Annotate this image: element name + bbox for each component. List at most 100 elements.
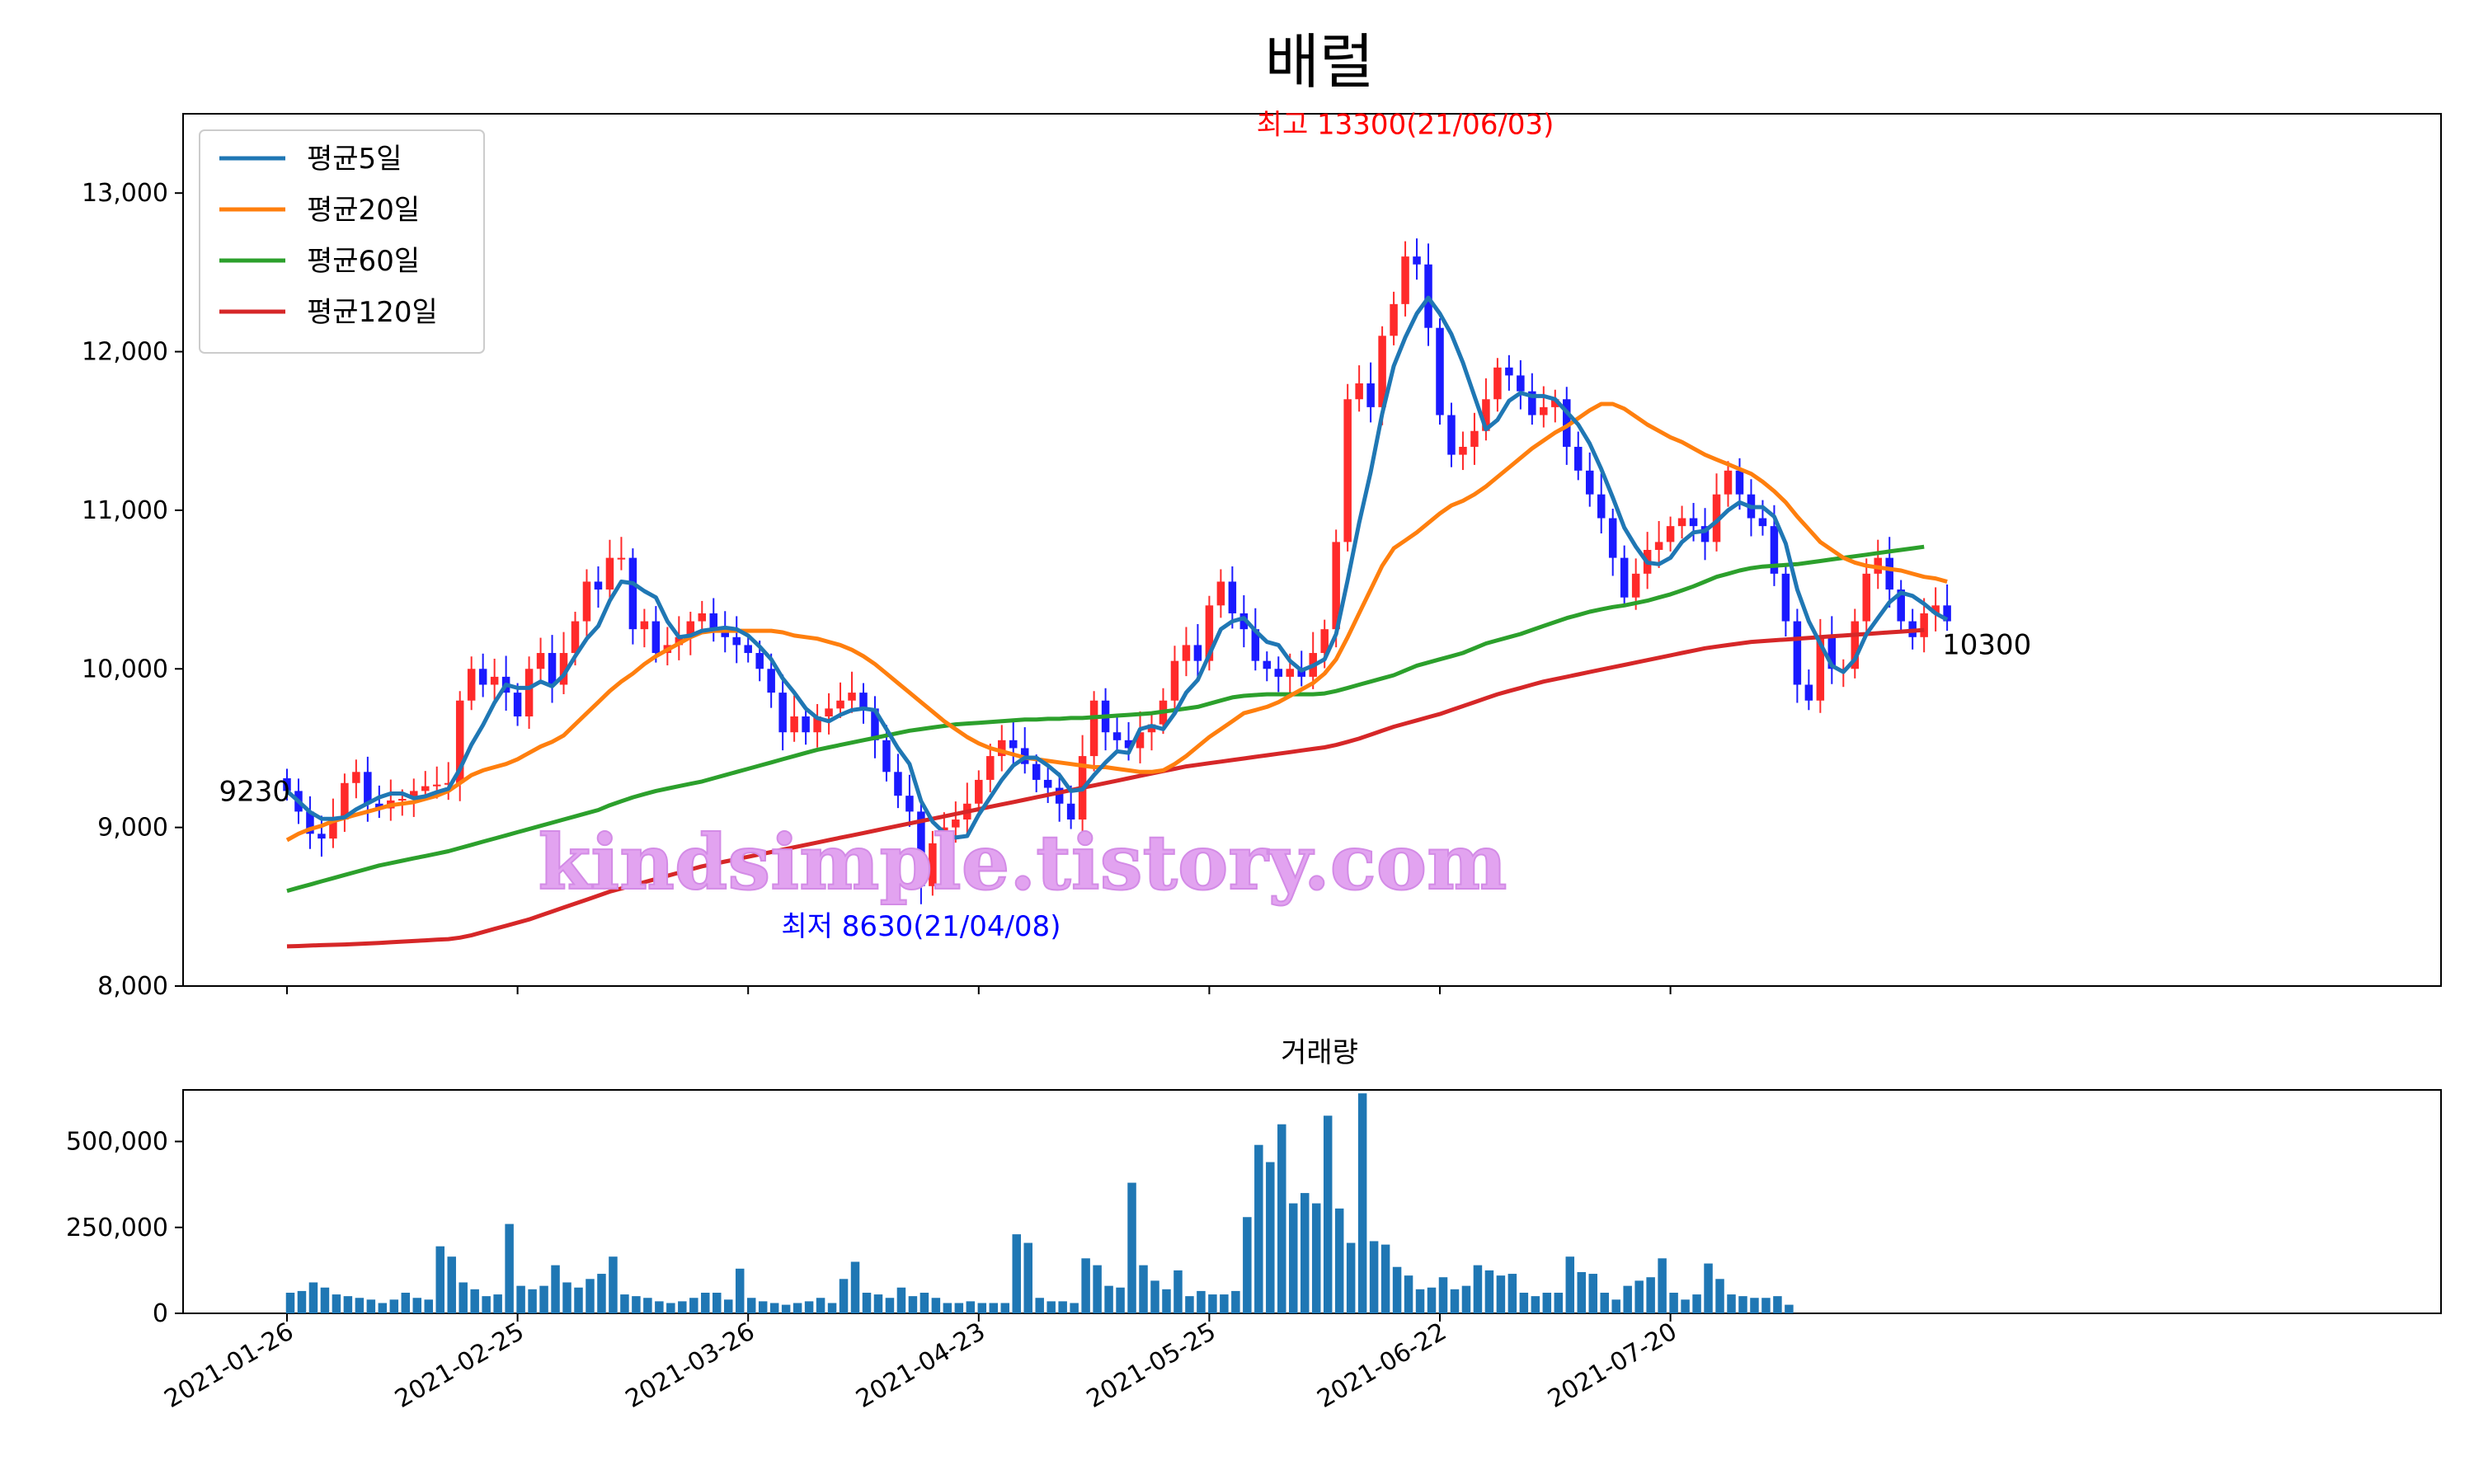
- volume-title: 거래량: [1281, 1036, 1358, 1069]
- volume-bar: [804, 1301, 814, 1313]
- candle-body: [1724, 470, 1733, 495]
- volume-bar: [793, 1303, 802, 1313]
- volume-bar: [1773, 1296, 1782, 1313]
- volume-bar: [1197, 1290, 1206, 1313]
- candle-body: [364, 772, 372, 804]
- chart-title: 배럴: [1265, 27, 1374, 96]
- legend-label-ma5: 평균5일: [307, 143, 402, 176]
- legend-label-ma60: 평균60일: [307, 245, 420, 278]
- candle-body: [1216, 581, 1225, 606]
- candle-body: [1228, 581, 1237, 613]
- volume-bar: [1727, 1294, 1736, 1313]
- volume-bar: [885, 1298, 895, 1313]
- volume-bar: [1761, 1298, 1771, 1313]
- candle-body: [1528, 391, 1536, 416]
- volume-bar: [1162, 1289, 1171, 1313]
- volume-bar: [1611, 1299, 1620, 1313]
- candle-body: [1320, 629, 1329, 654]
- candle-body: [917, 811, 925, 886]
- volume-bar: [435, 1246, 444, 1313]
- xtick-label: 2021-02-25: [390, 1317, 529, 1414]
- price-ytick-label: 11,000: [82, 496, 168, 525]
- candle-body: [467, 669, 476, 701]
- candle-body: [594, 581, 603, 590]
- volume-bar: [943, 1303, 952, 1313]
- candle-body: [1689, 518, 1698, 527]
- volume-bar: [285, 1292, 295, 1313]
- volume-bar: [920, 1292, 929, 1313]
- candle-body: [375, 803, 383, 809]
- candle-body: [975, 779, 983, 804]
- volume-bar: [1380, 1244, 1390, 1313]
- candle-body: [317, 834, 326, 839]
- volume-ytick-label: 0: [153, 1299, 168, 1328]
- candle-body: [709, 613, 718, 630]
- ma20-line: [285, 402, 1948, 843]
- volume-bar: [701, 1292, 710, 1313]
- candle-body: [1551, 399, 1559, 407]
- volume-bar: [1785, 1304, 1794, 1313]
- volume-bar: [562, 1282, 571, 1313]
- volume-bar: [320, 1287, 330, 1313]
- volume-bar: [689, 1298, 698, 1313]
- candle-body: [1793, 621, 1802, 685]
- candle-body: [882, 740, 891, 773]
- volume-bar: [931, 1298, 941, 1313]
- candle-body: [859, 693, 868, 709]
- volume-bar: [1070, 1303, 1079, 1313]
- volume-bar: [1692, 1294, 1701, 1313]
- volume-bar: [1600, 1292, 1609, 1313]
- candle-body: [1505, 367, 1513, 376]
- candle-body: [1517, 375, 1525, 392]
- candle-body: [1263, 660, 1272, 669]
- volume-bar: [1484, 1270, 1494, 1313]
- volume-bar: [1346, 1242, 1356, 1313]
- candle-body: [1436, 327, 1444, 416]
- candle-body: [1931, 605, 1940, 613]
- volume-bar: [873, 1294, 883, 1313]
- candle-body: [1666, 526, 1675, 542]
- candle-body: [790, 716, 798, 733]
- candle-body: [1493, 367, 1502, 400]
- xtick-label: 2021-07-20: [1543, 1317, 1681, 1414]
- ma60-line: [286, 544, 1925, 894]
- candle-body: [1147, 724, 1156, 733]
- candle-body: [1286, 669, 1295, 677]
- ma120-line: [286, 627, 1925, 949]
- candle-body: [1943, 605, 1951, 622]
- candle-body: [1851, 621, 1860, 669]
- legend: 평균5일 평균20일 평균60일 평균120일: [199, 129, 485, 354]
- volume-bar: [746, 1298, 756, 1313]
- volume-bar: [586, 1279, 595, 1313]
- candle-body: [410, 791, 418, 800]
- volume-bar: [1139, 1265, 1148, 1313]
- candle-body: [1297, 669, 1305, 677]
- volume-bar: [482, 1296, 491, 1313]
- price-ytick-label: 12,000: [82, 338, 168, 367]
- candle-body: [444, 782, 453, 785]
- volume-ytick-label: 500,000: [66, 1128, 168, 1157]
- volume-bar: [1047, 1301, 1056, 1313]
- candle-body: [1920, 613, 1928, 637]
- candle-body: [998, 740, 1006, 757]
- volume-bar: [516, 1285, 525, 1313]
- xtick-label: 2021-05-25: [1082, 1317, 1221, 1414]
- volume-bar: [505, 1223, 514, 1313]
- candle-body: [1597, 494, 1606, 519]
- volume-bar: [1058, 1301, 1067, 1313]
- volume-ytick-label: 250,000: [66, 1214, 168, 1242]
- candle-body: [490, 676, 499, 685]
- candle-body: [1332, 542, 1340, 630]
- candle-body: [1378, 336, 1386, 407]
- volume-bar: [366, 1299, 376, 1313]
- volume-bar: [597, 1274, 606, 1313]
- candle-body: [1182, 645, 1191, 661]
- candle-body: [1032, 763, 1041, 780]
- candle-body: [1897, 589, 1905, 622]
- volume-bar: [827, 1303, 837, 1313]
- volume-bar: [1023, 1242, 1032, 1313]
- volume-bar: [1450, 1289, 1460, 1313]
- volume-bar: [424, 1299, 434, 1313]
- volume-bar: [1542, 1292, 1552, 1313]
- candle-body: [455, 700, 464, 783]
